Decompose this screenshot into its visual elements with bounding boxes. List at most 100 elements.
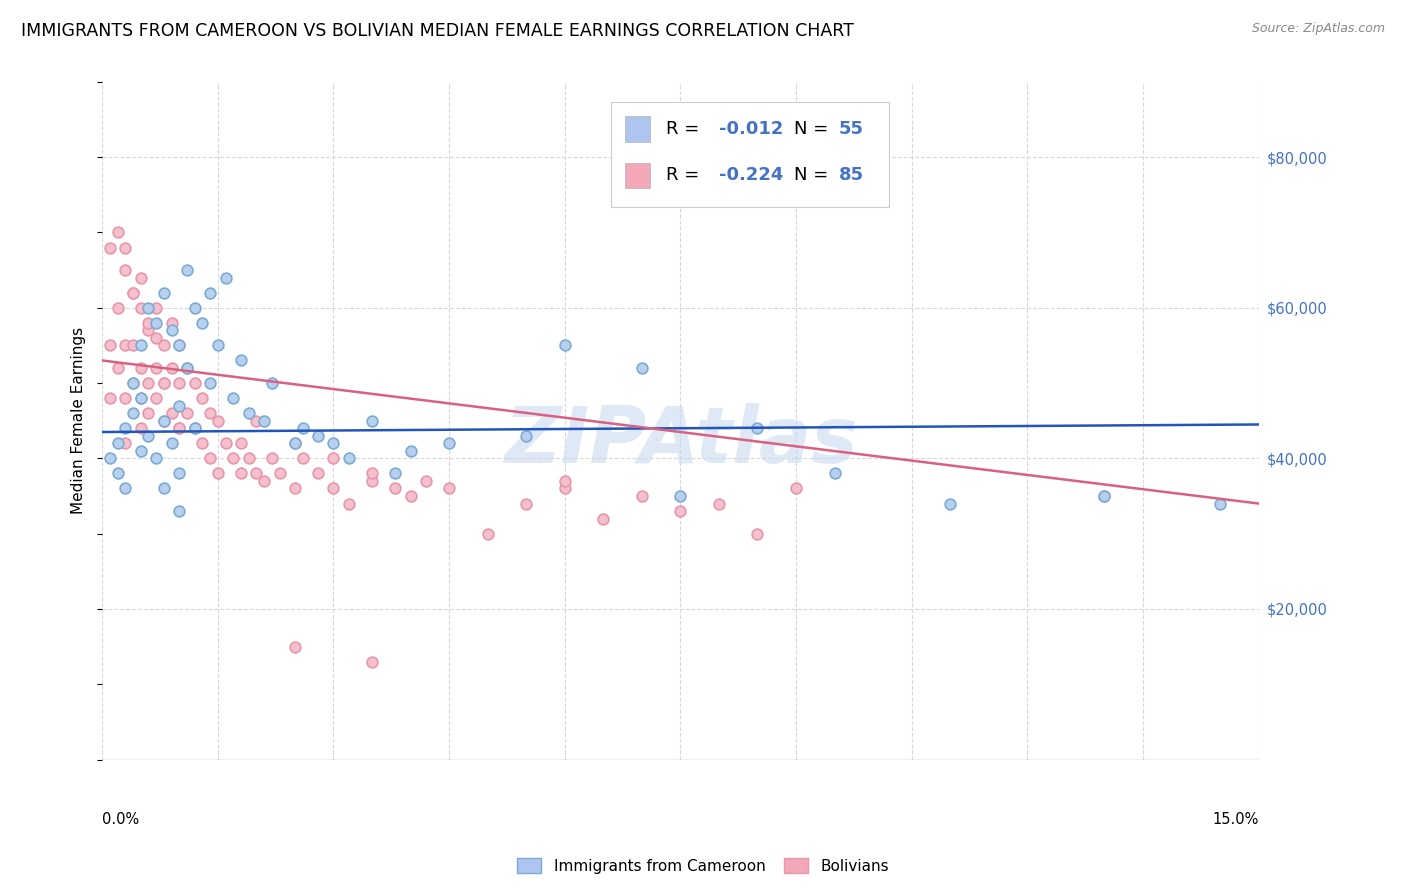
Point (160, 316, 183, 330)
Point (160, 406, 183, 420)
Point (269, 467, 291, 481)
Point (592, 511, 614, 525)
Point (169, 338, 191, 352)
Text: 85: 85 (839, 167, 863, 185)
Point (129, 301, 152, 315)
Point (114, 338, 136, 352)
Point (384, 467, 406, 481)
Bar (624, 162, 651, 188)
Point (824, 467, 846, 481)
Point (361, 474, 384, 488)
Point (122, 406, 145, 420)
Point (145, 301, 167, 315)
Point (129, 270, 152, 285)
Point (98, 451, 121, 466)
Point (260, 376, 283, 390)
Point (176, 263, 198, 277)
Point (129, 338, 152, 352)
Text: -0.224: -0.224 (718, 167, 783, 185)
Point (747, 526, 769, 541)
Point (198, 285, 221, 300)
Point (169, 504, 191, 518)
Point (138, 376, 160, 390)
Point (361, 467, 384, 481)
Point (107, 467, 129, 481)
Point (145, 391, 167, 405)
Point (183, 301, 205, 315)
Point (1092, 489, 1115, 503)
Point (238, 406, 260, 420)
Point (153, 414, 176, 428)
Point (138, 406, 160, 420)
Text: 15.0%: 15.0% (1212, 813, 1258, 827)
Point (284, 436, 307, 450)
Point (238, 451, 260, 466)
Point (183, 376, 205, 390)
Point (153, 376, 176, 390)
Point (138, 429, 160, 443)
Point (176, 361, 198, 376)
Point (207, 338, 229, 352)
Point (122, 285, 145, 300)
Point (284, 482, 307, 496)
Point (153, 285, 176, 300)
Point (229, 467, 252, 481)
Point (630, 489, 652, 503)
Point (169, 338, 191, 352)
Point (145, 451, 167, 466)
Point (229, 353, 252, 368)
Point (138, 316, 160, 330)
Point (207, 467, 229, 481)
Point (145, 331, 167, 345)
Point (145, 316, 167, 330)
Point (114, 241, 136, 255)
Text: IMMIGRANTS FROM CAMEROON VS BOLIVIAN MEDIAN FEMALE EARNINGS CORRELATION CHART: IMMIGRANTS FROM CAMEROON VS BOLIVIAN MED… (21, 22, 853, 40)
Point (554, 474, 576, 488)
Point (214, 436, 236, 450)
Point (515, 496, 537, 510)
Point (1092, 489, 1115, 503)
Point (198, 376, 221, 390)
Point (107, 361, 129, 376)
Point (245, 414, 267, 428)
Point (415, 474, 437, 488)
Point (191, 391, 214, 405)
Point (361, 414, 384, 428)
Point (176, 361, 198, 376)
Point (253, 414, 276, 428)
Text: N =: N = (793, 167, 834, 185)
Point (138, 301, 160, 315)
Point (122, 376, 145, 390)
Point (284, 640, 307, 654)
Point (129, 391, 152, 405)
Point (153, 414, 176, 428)
Point (630, 361, 652, 376)
Point (322, 451, 344, 466)
Point (169, 421, 191, 435)
Point (160, 323, 183, 337)
Point (198, 406, 221, 420)
Text: -0.012: -0.012 (718, 120, 783, 138)
Point (183, 421, 205, 435)
Point (222, 451, 245, 466)
Text: N =: N = (793, 120, 834, 138)
Text: ZIPAtlas: ZIPAtlas (503, 403, 858, 479)
Point (515, 429, 537, 443)
Text: 0.0%: 0.0% (103, 813, 139, 827)
Point (191, 316, 214, 330)
Point (122, 285, 145, 300)
Point (437, 436, 460, 450)
Point (554, 482, 576, 496)
Point (160, 436, 183, 450)
Point (785, 482, 807, 496)
Point (198, 451, 221, 466)
Point (107, 226, 129, 240)
Point (437, 482, 460, 496)
Point (477, 526, 499, 541)
Point (114, 391, 136, 405)
Point (214, 270, 236, 285)
Point (98, 241, 121, 255)
Point (107, 436, 129, 450)
Point (384, 482, 406, 496)
Point (129, 361, 152, 376)
